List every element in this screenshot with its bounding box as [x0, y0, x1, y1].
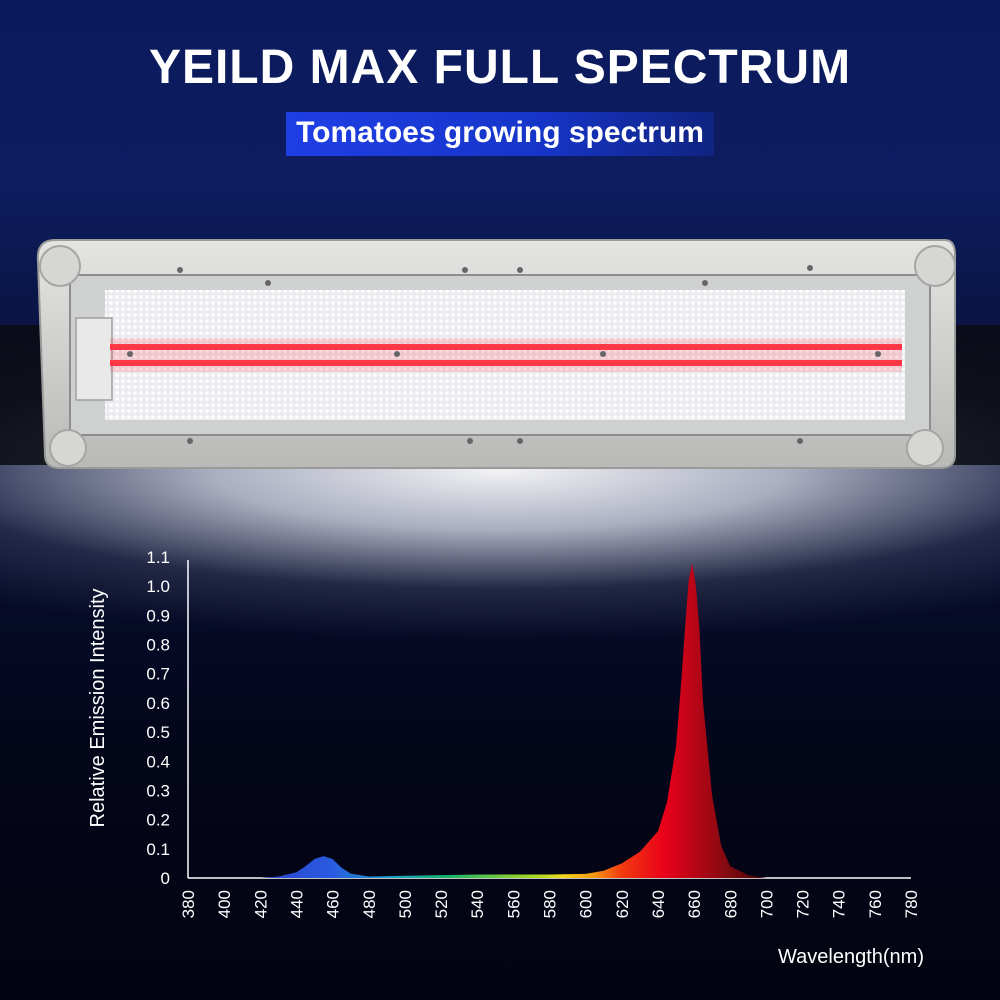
y-tick-label: 0.4	[146, 752, 170, 771]
y-tick-label: 0	[161, 869, 170, 888]
x-tick-label: 520	[432, 890, 451, 918]
x-tick-labels: 380 400 420 440 460 480 500 520 540 560 580 600 620 6…	[179, 890, 921, 918]
y-tick-label: 1.0	[146, 577, 170, 596]
y-tick-labels: 0 0.1 0.2 0.3 0.4 0.5 0.6 0.7 0.8 0.9 1.0 1.1	[146, 548, 170, 888]
y-tick-label: 0.6	[146, 694, 170, 713]
x-tick-label: 680	[721, 890, 740, 918]
y-tick-label: 0.9	[146, 606, 170, 625]
x-tick-label: 420	[251, 890, 270, 918]
x-tick-label: 640	[649, 890, 668, 918]
x-axis-label: Wavelength(nm)	[778, 946, 924, 968]
x-tick-label: 460	[324, 890, 343, 918]
y-tick-label: 0.5	[146, 723, 170, 742]
x-tick-label: 720	[794, 890, 813, 918]
x-tick-label: 540	[468, 890, 487, 918]
y-tick-label: 1.1	[146, 548, 170, 567]
x-tick-label: 480	[360, 890, 379, 918]
y-tick-label: 0.2	[146, 811, 170, 830]
x-tick-label: 760	[866, 890, 885, 918]
x-tick-label: 580	[541, 890, 560, 918]
y-tick-label: 0.1	[146, 840, 170, 859]
x-tick-label: 700	[757, 890, 776, 918]
y-axis-label: Relative Emission Intensity	[87, 589, 109, 828]
x-tick-label: 440	[287, 890, 306, 918]
spectrum-area	[188, 562, 911, 878]
x-tick-label: 660	[685, 890, 704, 918]
x-tick-label: 500	[396, 890, 415, 918]
x-tick-label: 780	[902, 890, 921, 918]
x-tick-label: 740	[830, 890, 849, 918]
x-tick-label: 600	[577, 890, 596, 918]
page-title: YEILD MAX FULL SPECTRUM	[148, 41, 852, 94]
x-tick-label: 560	[504, 890, 523, 918]
y-tick-label: 0.8	[146, 636, 170, 655]
x-tick-label: 380	[179, 890, 198, 918]
x-tick-label: 400	[215, 890, 234, 918]
subtitle-banner: Tomatoes growing spectrum	[286, 112, 714, 156]
y-tick-label: 0.7	[146, 665, 170, 684]
x-tick-label: 620	[613, 890, 632, 918]
y-tick-label: 0.3	[146, 781, 170, 800]
